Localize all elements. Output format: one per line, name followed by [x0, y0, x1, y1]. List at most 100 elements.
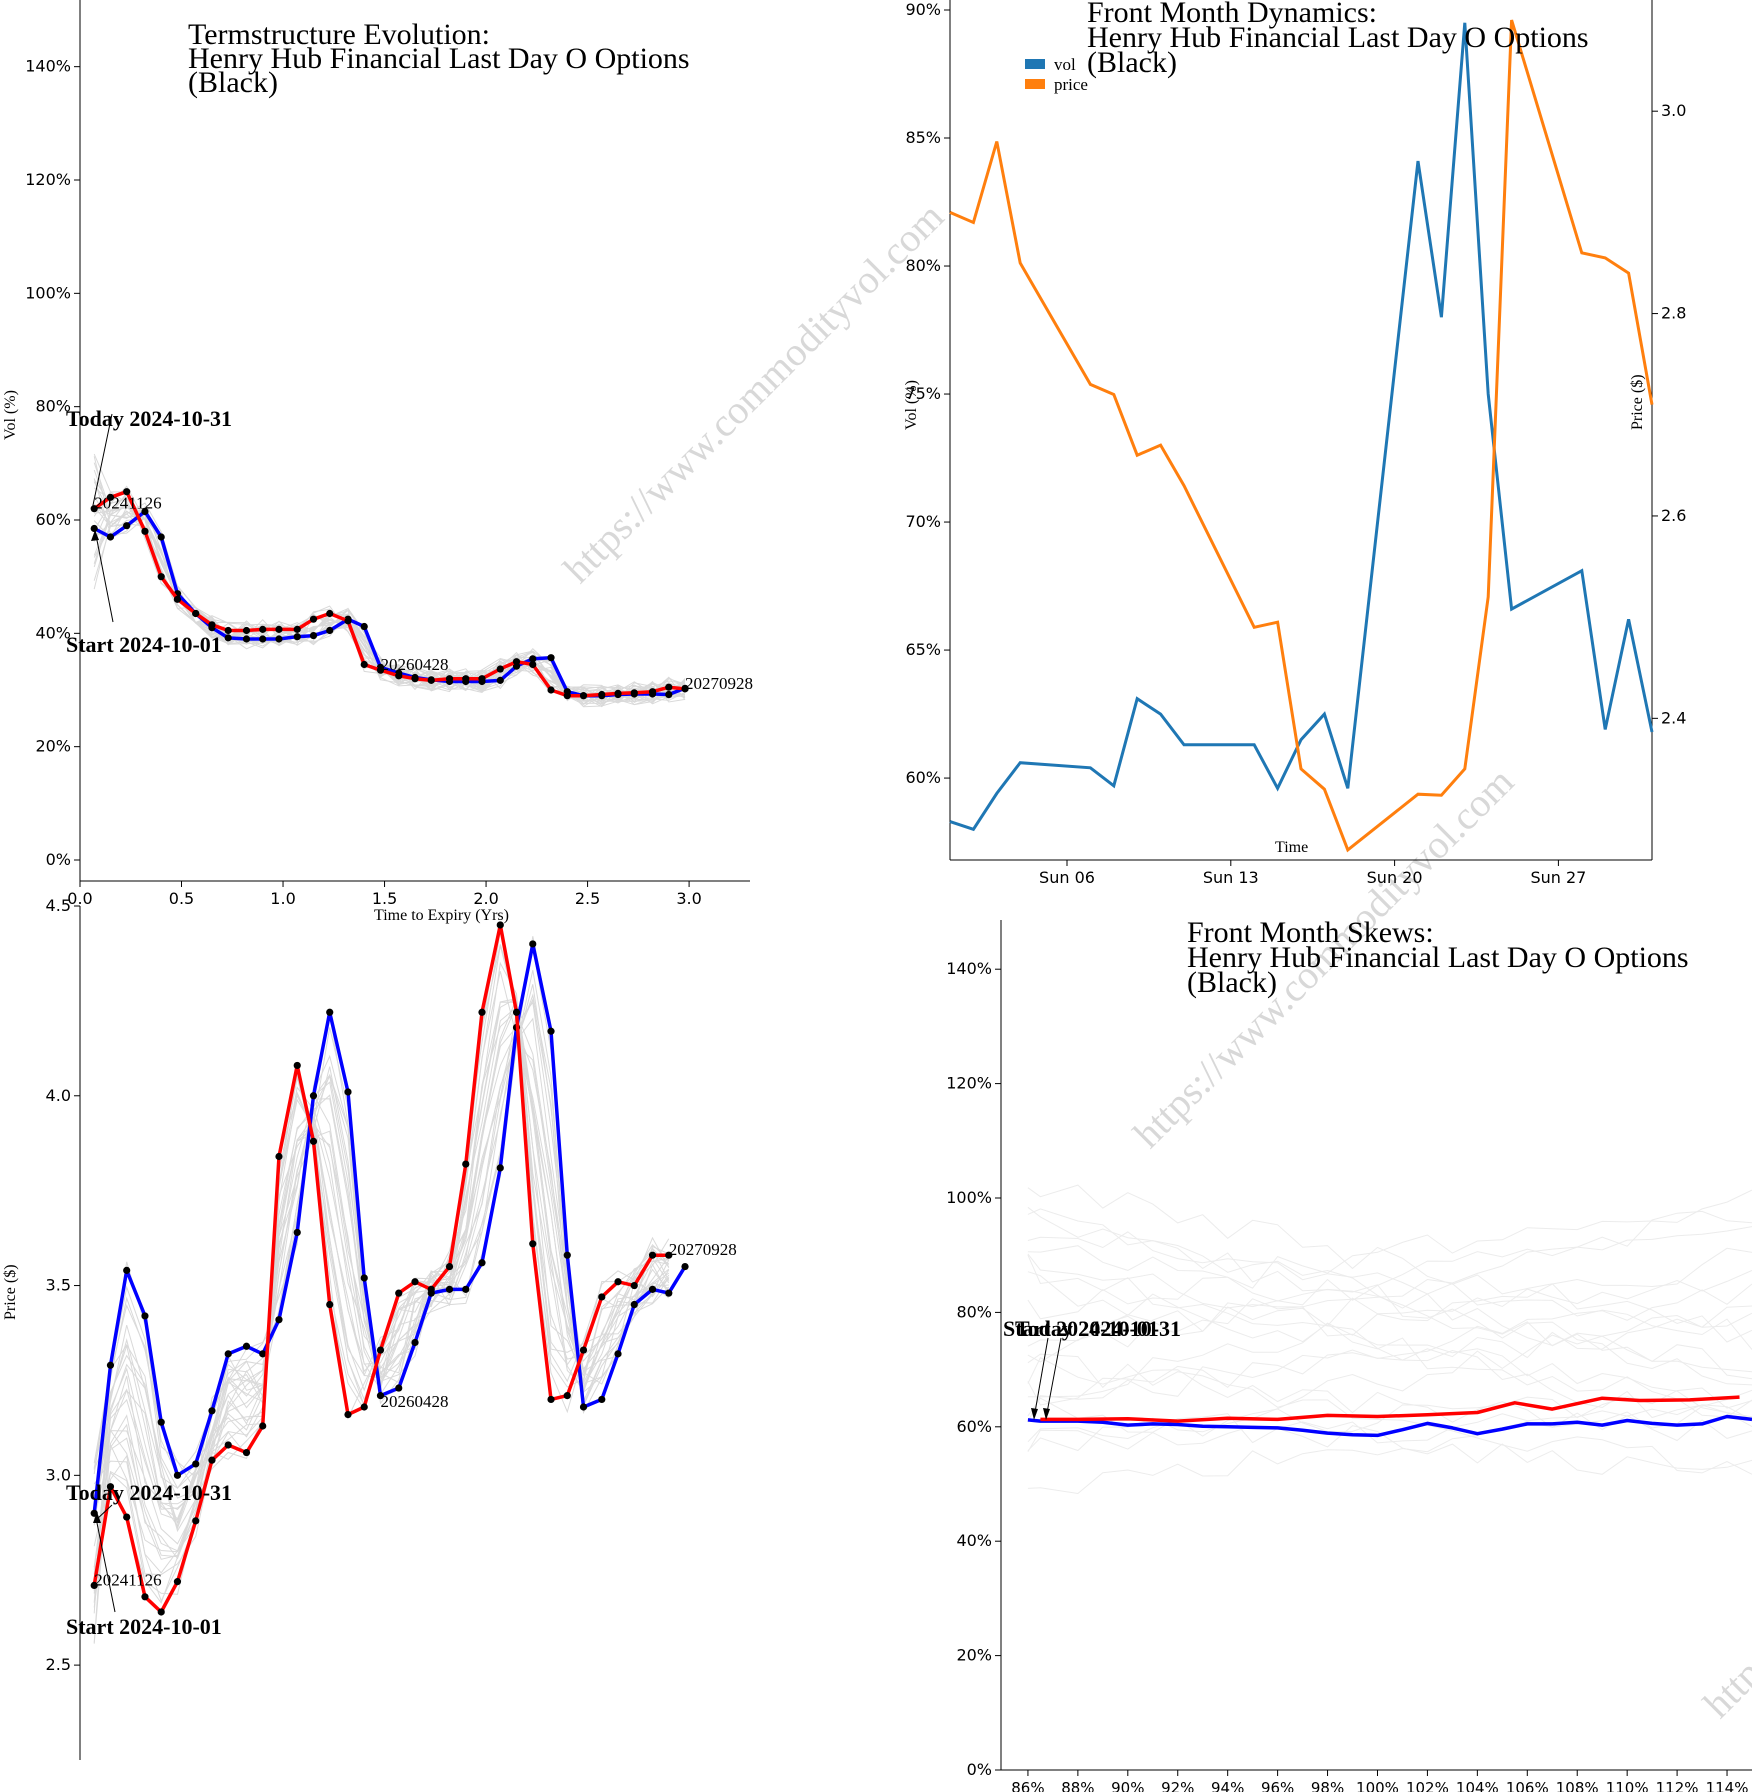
point-label: 20241126 [94, 1570, 161, 1589]
historical-skews [1027, 1184, 1752, 1495]
today-series-point [326, 1300, 334, 1309]
start-series-point [123, 1266, 131, 1274]
x-tick-label: 108% [1556, 1779, 1599, 1792]
y-tick-label: 2.5 [46, 1655, 71, 1674]
y-axis-label: Vol (%) [2, 390, 19, 440]
point-label: 20241126 [94, 494, 161, 513]
start-series-point [309, 1092, 318, 1100]
y-tick-label: 40% [956, 1531, 992, 1550]
today-series-point [427, 676, 435, 684]
historical-curve [93, 998, 670, 1526]
start-series-point [344, 1088, 352, 1096]
start-series-point [445, 1285, 454, 1293]
y-tick-label: 60% [35, 510, 71, 529]
start-arrowhead [93, 1512, 101, 1523]
today-series-point [547, 1395, 555, 1404]
y-tick-label: 80% [905, 256, 941, 275]
today-series-point [630, 689, 638, 697]
start-series-point [563, 1251, 571, 1259]
x-tick-label: 90% [1111, 1779, 1144, 1792]
x-tick-label: 0.0 [67, 889, 92, 908]
y-tick-label: 70% [905, 512, 941, 531]
today-series-point [395, 1289, 403, 1297]
chart-title-line-1: Front Month Dynamics: [1087, 0, 1377, 29]
today-series-point [326, 609, 334, 618]
start-series-point [275, 635, 283, 643]
historical-curve [93, 456, 686, 703]
x-ticks: Sun 06 Sun 13 Sun 20 Sun 27 [1039, 860, 1586, 887]
x-tick-label: 3.0 [676, 889, 701, 908]
y-axis-label: Price ($) [2, 1264, 19, 1320]
annotations: Today 2024-10-31 Start 2024-10-01 [66, 1480, 232, 1639]
start-series-point [614, 1350, 622, 1358]
point-label: 20270928 [669, 1240, 737, 1259]
x-tick-label: 114% [1706, 1779, 1749, 1792]
chart-title-line-1: Termstructure Evolution: [188, 18, 490, 51]
chart-title-line-2: Henry Hub Financial Last Day O Options [1087, 21, 1589, 54]
watermarks: https://www.commodityvol.com https://www… [0, 0, 1752, 1726]
start-series-point [681, 1262, 689, 1271]
chart-title-line-1: Front Month Skews: [1187, 916, 1434, 949]
historical-skew [1027, 1269, 1752, 1336]
historical-skew [1027, 1404, 1752, 1453]
today-series-point [309, 615, 318, 623]
today-series-point [275, 625, 283, 633]
today-series-point [462, 1160, 470, 1168]
today-series-point [665, 683, 673, 691]
start-series-point [141, 507, 149, 516]
historical-curve [93, 1026, 670, 1527]
today-series-point [106, 493, 115, 501]
start-series-point [579, 1403, 588, 1411]
today-series-point [309, 1137, 318, 1145]
start-series-point [192, 1460, 200, 1468]
historical-curve [93, 996, 670, 1520]
historical-curve [93, 1001, 670, 1489]
y-tick-label: 2.8 [1661, 304, 1686, 323]
x-tick-label: 112% [1656, 1779, 1699, 1792]
today-series-point [123, 488, 131, 496]
today-series-point [376, 666, 385, 674]
start-series-point [242, 635, 251, 643]
y-tick-label: 100% [946, 1188, 992, 1207]
start-series-point [547, 654, 555, 662]
x-tick-label: 98% [1311, 1779, 1344, 1792]
historical-skew [1027, 1254, 1752, 1428]
today-arrowhead [1043, 1408, 1050, 1420]
start-series-point [326, 626, 334, 635]
start-series-point [478, 1259, 486, 1267]
y-tick-label: 90% [905, 0, 941, 19]
x-tick-label: 100% [1356, 1779, 1399, 1792]
x-tick-label: 1.5 [372, 889, 397, 908]
start-series-point [665, 690, 673, 699]
historical-curve [93, 1025, 670, 1510]
chart-title-line-2: Henry Hub Financial Last Day O Options [1187, 941, 1689, 974]
start-series-point [529, 655, 537, 663]
historical-skew [1027, 1271, 1752, 1418]
legend-swatch-vol [1025, 59, 1045, 69]
x-tick-label: 92% [1161, 1779, 1194, 1792]
series-lines [90, 488, 689, 700]
today-series-point [224, 1441, 232, 1449]
start-series-point [309, 632, 318, 640]
start-series-point [173, 1471, 182, 1479]
today-series-point [665, 1251, 673, 1259]
today-series-point [411, 1278, 419, 1286]
y2-axis-label: Price ($) [1629, 374, 1646, 430]
point-labels: 20241126 20260428 20270928 [94, 1240, 737, 1589]
annotation-start: Start 2024-10-01 [66, 632, 222, 657]
y-ticks: 2.5 3.0 3.5 4.0 4.5 [46, 896, 80, 1674]
y-tick-label: 100% [25, 283, 71, 302]
historical-skew [1027, 1357, 1752, 1442]
today-series-point [141, 527, 149, 535]
start-series-point [293, 633, 301, 641]
today-series-point [598, 690, 606, 699]
start-arrow [96, 1522, 116, 1613]
point-label: 20260428 [380, 655, 448, 674]
start-series-point [395, 1384, 403, 1392]
today-series-point [512, 1008, 521, 1016]
today-series-point [614, 689, 622, 698]
y-tick-label: 75% [905, 384, 941, 403]
y-tick-label: 3.0 [1661, 101, 1686, 120]
today-series-point [478, 1008, 486, 1016]
start-series-point [242, 1342, 251, 1350]
